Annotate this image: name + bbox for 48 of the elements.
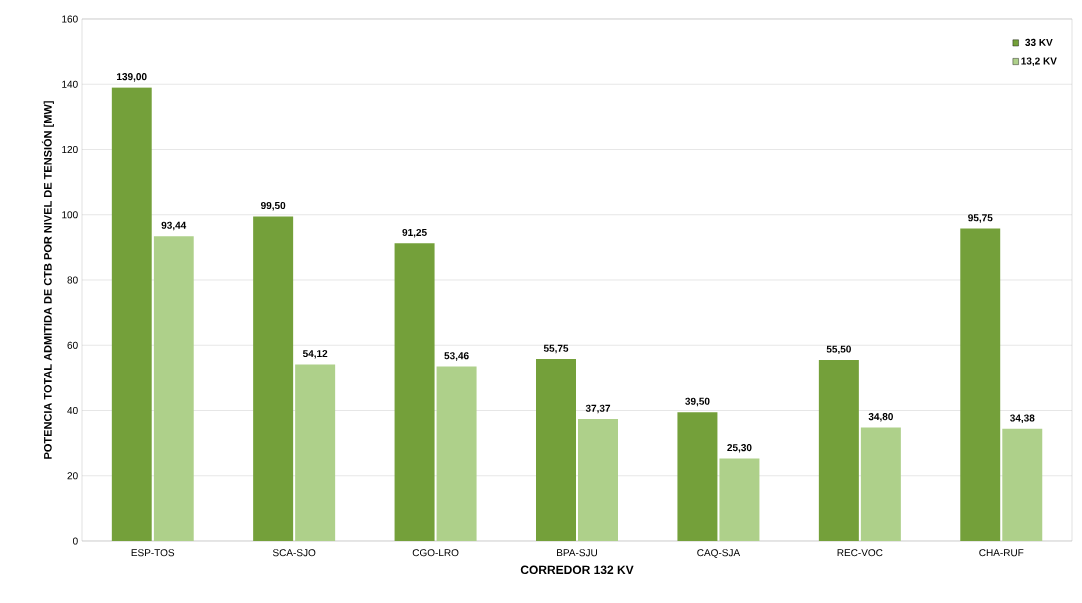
bar [253,216,294,541]
y-tick-label: 120 [62,145,78,154]
x-tick-label: CGO-LRO [412,549,459,557]
bar [860,427,901,541]
bar [818,359,859,541]
bar [111,87,152,541]
x-tick-label: ESP-TOS [131,549,175,557]
x-axis-title: CORREDOR 132 KV [520,565,634,575]
bar [394,243,435,541]
bar [295,364,336,541]
y-tick-label: 60 [67,341,78,349]
y-tick-label: 100 [62,211,78,219]
data-label: 93,44 [161,221,187,231]
data-label: 34,38 [1010,414,1035,423]
data-label: 54,12 [302,350,328,359]
data-label: 37,37 [585,404,611,414]
bar [677,412,718,541]
data-label: 139,00 [117,73,147,82]
bar [1002,428,1043,541]
x-tick-label: CHA-RUF [979,549,1024,557]
data-label: 55,75 [543,344,569,354]
x-tick-label: REC-VOC [837,549,883,557]
data-label: 55,50 [826,345,851,355]
y-tick-label: 20 [67,472,78,480]
y-tick-label: 0 [72,537,78,545]
data-label: 25,30 [727,444,752,453]
data-label: 39,50 [685,397,710,407]
data-label: 95,75 [968,214,993,223]
data-label: 99,50 [260,201,286,211]
data-label: 53,46 [444,352,469,361]
x-tick-label: BPA-SJU [557,549,597,557]
legend-label: 33 KV [1025,38,1053,46]
data-label: 91,25 [402,228,427,238]
data-label: 34,80 [868,413,893,422]
y-tick-label: 80 [67,276,78,284]
bar [536,359,576,541]
y-axis-title: POTENCIA TOTAL ADMITIDA DE CTB POR NIVEL DE TENSIÓN [MW] [41,101,54,459]
y-tick-label: 140 [62,80,78,88]
x-tick-label: CAQ-SJA [697,549,741,559]
bar [436,366,477,541]
legend-label: 13,2 KV [1021,57,1057,67]
bar [153,236,194,541]
bar [960,228,1001,541]
y-tick-label: 160 [62,15,78,23]
bar [578,419,618,541]
y-tick-label: 40 [67,406,78,415]
bar [719,458,760,541]
x-tick-label: SCA-SJO [272,549,316,557]
